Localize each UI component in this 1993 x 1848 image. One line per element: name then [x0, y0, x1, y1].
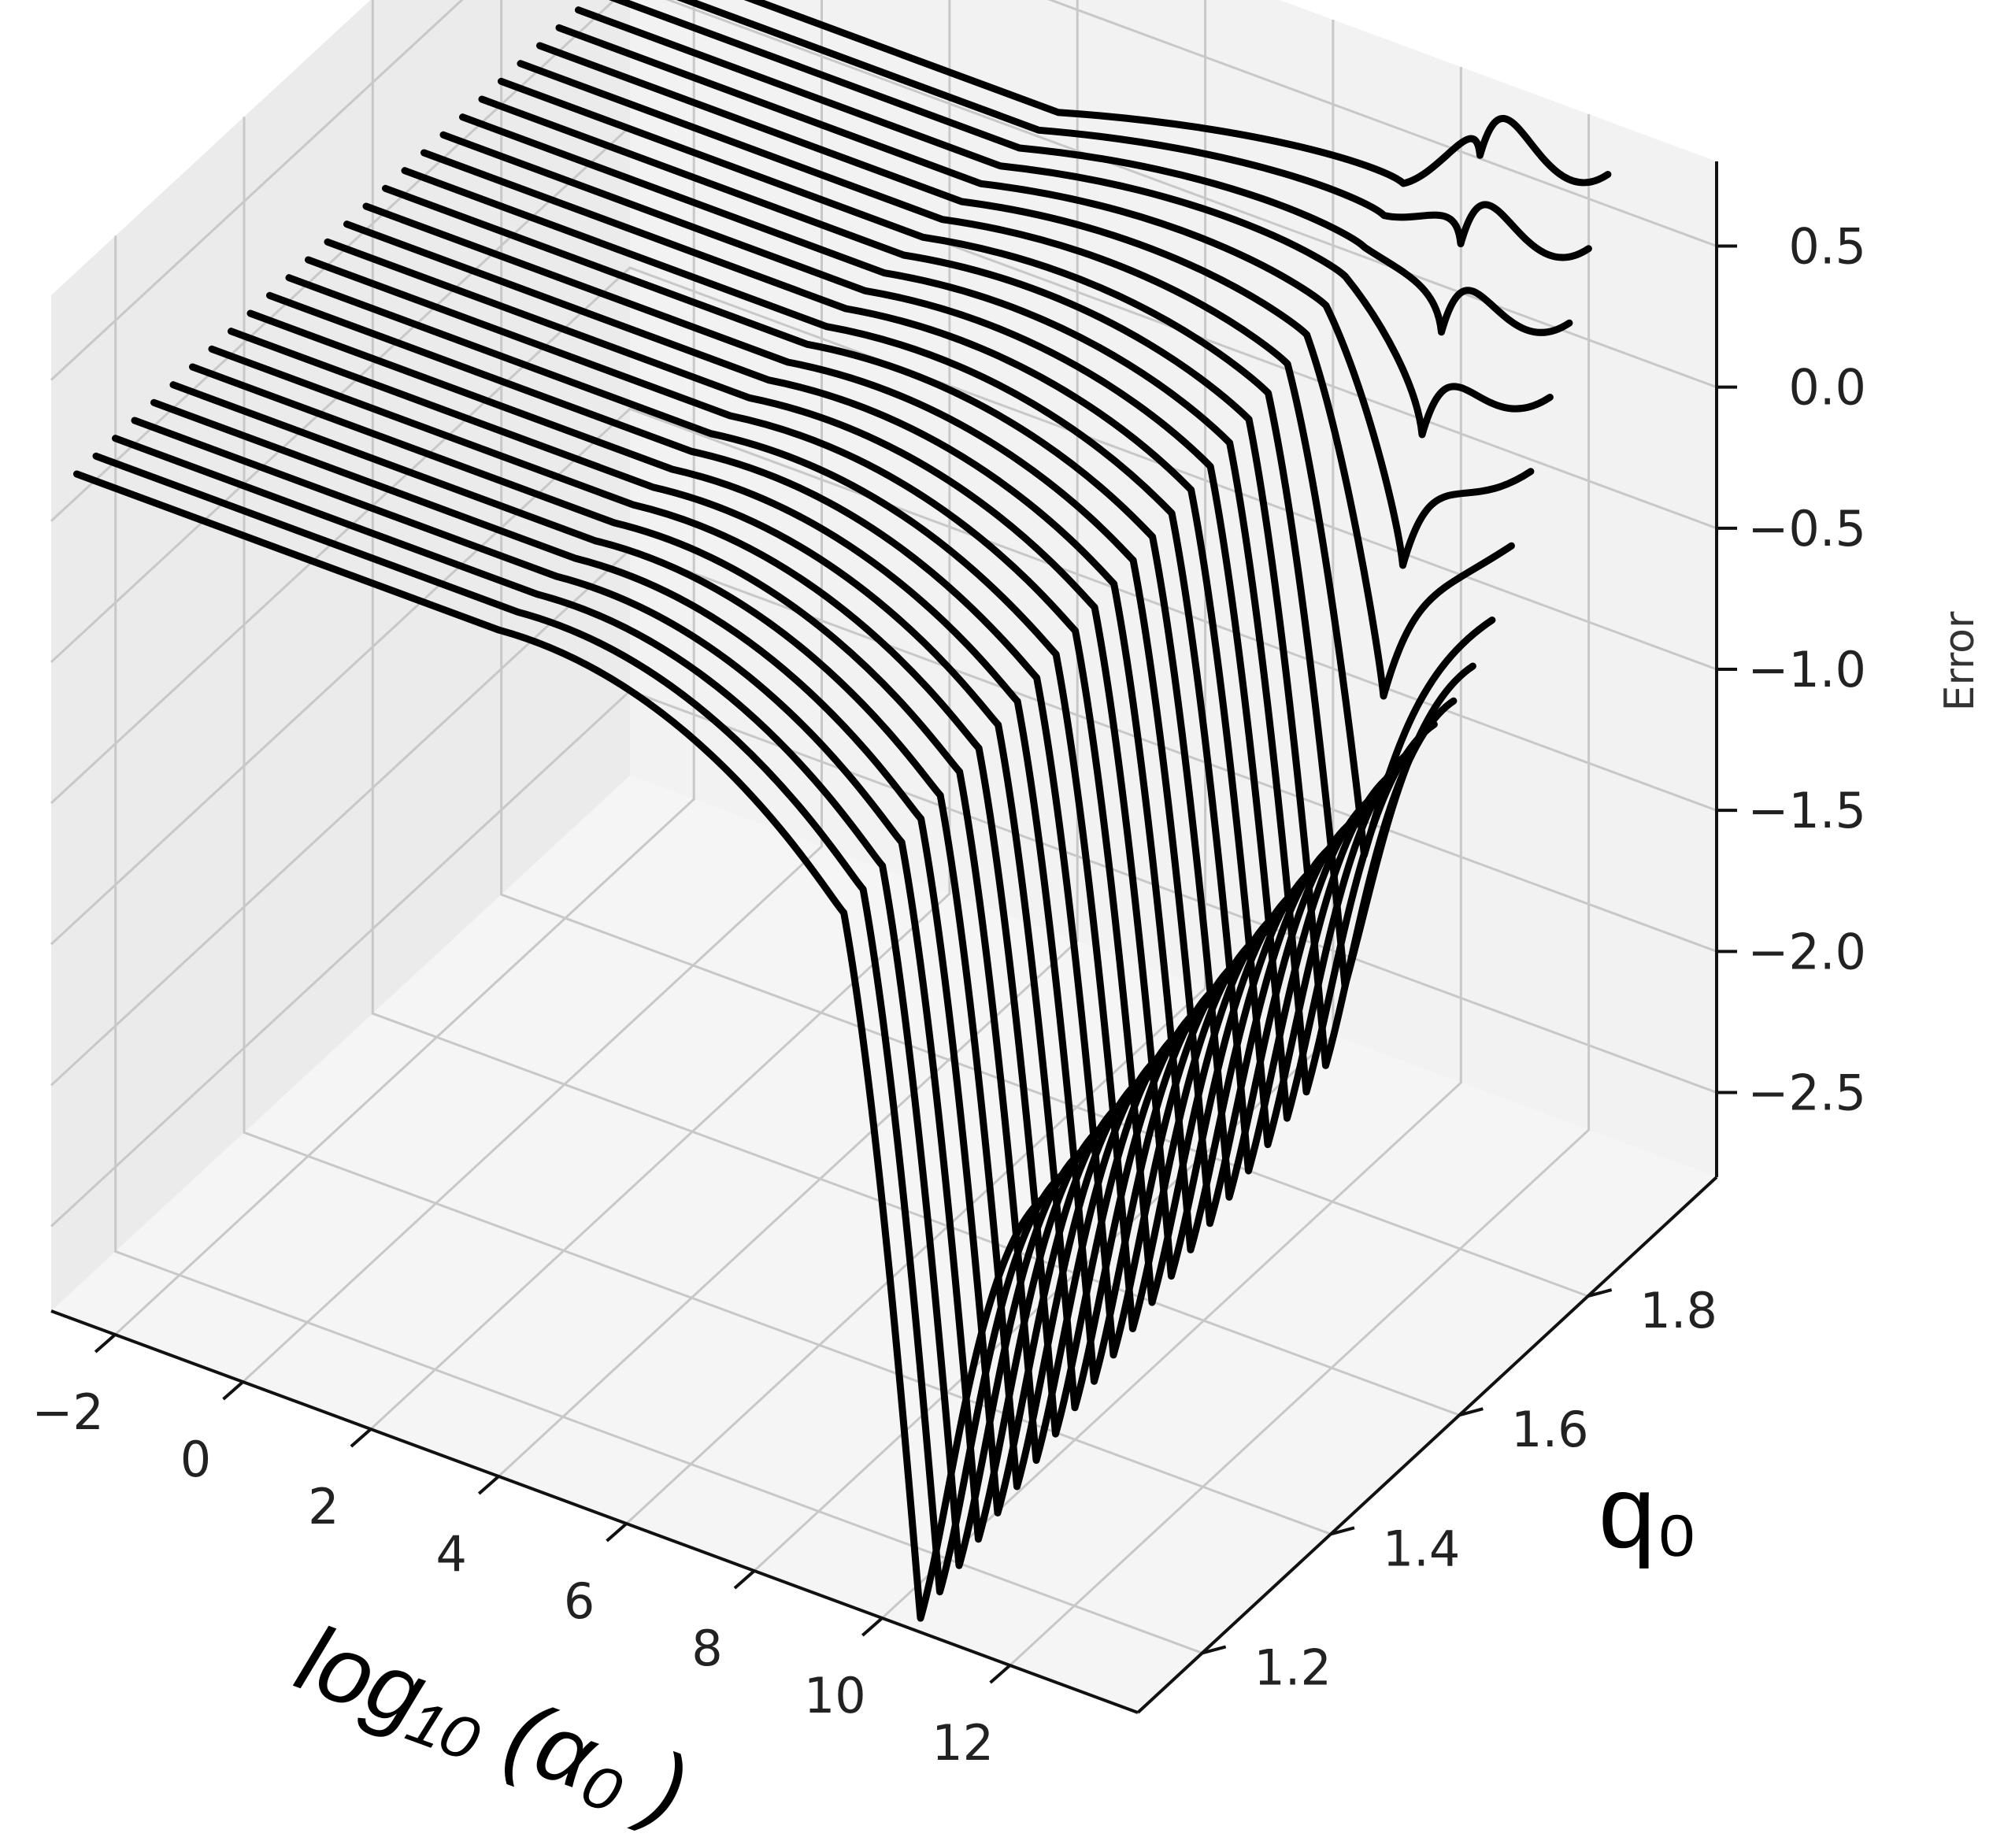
series-line	[478, 95, 1458, 1069]
x-tick-mark	[222, 1380, 244, 1401]
x-tick-label: 6	[564, 1572, 595, 1630]
series-line	[401, 167, 1380, 1175]
series-line	[266, 291, 1245, 1359]
x-tick-mark	[861, 1617, 884, 1637]
series-line	[189, 363, 1168, 1465]
series-line	[743, 0, 1612, 187]
y-tick-label: 1.8	[1639, 1282, 1717, 1339]
y-axis-line	[1136, 1176, 1718, 1714]
y-tick-mark	[1330, 1526, 1355, 1536]
series-line	[131, 417, 1110, 1543]
series-line	[246, 309, 1226, 1385]
series-line	[285, 274, 1265, 1332]
z-tick-label: −1.0	[1747, 641, 1866, 698]
y-tick-label: 1.6	[1511, 1401, 1589, 1458]
back-pane	[630, 0, 1717, 1177]
series-line	[169, 381, 1149, 1491]
series-line	[305, 256, 1284, 1306]
x-tick-label: −2	[31, 1383, 103, 1441]
y-axis-title: q₀	[1598, 1454, 1698, 1569]
series-line	[324, 238, 1303, 1280]
series-line	[362, 202, 1342, 1228]
series-line	[517, 60, 1496, 859]
series-line	[343, 220, 1322, 1254]
x-axis-title: log₁₀ (α₀ )	[284, 1605, 701, 1843]
grid-line-z	[50, 0, 1717, 522]
series-line	[575, 6, 1554, 439]
x-tick-mark	[606, 1522, 628, 1542]
x-tick-mark	[477, 1475, 500, 1495]
z-tick-label: −2.0	[1747, 923, 1866, 980]
series-line	[112, 435, 1091, 1569]
series-line	[536, 42, 1515, 700]
series-line	[555, 24, 1535, 569]
y-tick-mark	[1587, 1288, 1613, 1298]
x-tick-mark	[989, 1664, 1011, 1684]
grid-line-z	[50, 407, 1717, 946]
grid-line-z	[50, 0, 1717, 381]
z-tick-label: −0.5	[1747, 500, 1866, 557]
y-tick-mark	[1202, 1645, 1227, 1655]
series-line	[439, 131, 1419, 1122]
series-line	[208, 345, 1187, 1438]
x-axis-line	[50, 1309, 1139, 1714]
series-line	[459, 113, 1438, 1096]
chart-curves	[73, 0, 1612, 1622]
series-line	[676, 0, 1592, 261]
series-line	[382, 184, 1361, 1201]
y-tick-label: 1.4	[1383, 1520, 1461, 1577]
x-tick-label: 10	[804, 1667, 866, 1724]
z-tick-label: 0.5	[1788, 218, 1866, 276]
series-line	[73, 470, 1052, 1622]
y-tick-mark	[1458, 1407, 1484, 1417]
series-line	[420, 149, 1399, 1149]
y-tick-label: 1.2	[1254, 1639, 1332, 1696]
z-tick-label: −1.5	[1747, 782, 1866, 839]
chart-panes	[51, 0, 1717, 1713]
chart-ticks: −2 0 2 4 6 8 10 12 1.2 1.4 1.6 1.8 0.5 0.0 −0.5 −1.0 −1.…	[31, 218, 1866, 1772]
z-axis-title: Error	[1936, 611, 1984, 711]
x-tick-label: 4	[436, 1525, 467, 1583]
x-tick-mark	[350, 1428, 372, 1448]
x-tick-mark	[733, 1569, 756, 1590]
series-line	[150, 398, 1129, 1517]
series-line	[609, 0, 1573, 336]
x-tick-mark	[94, 1333, 117, 1354]
x-tick-label: 12	[932, 1714, 994, 1772]
x-tick-label: 2	[308, 1478, 339, 1535]
series-line	[228, 328, 1206, 1412]
z-tick-label: 0.0	[1788, 359, 1866, 417]
grid-line-y	[114, 235, 1203, 1654]
x-tick-label: 0	[180, 1431, 211, 1488]
series-line	[92, 452, 1072, 1596]
x-tick-label: 8	[691, 1620, 722, 1677]
z-tick-label: −2.5	[1747, 1065, 1866, 1122]
